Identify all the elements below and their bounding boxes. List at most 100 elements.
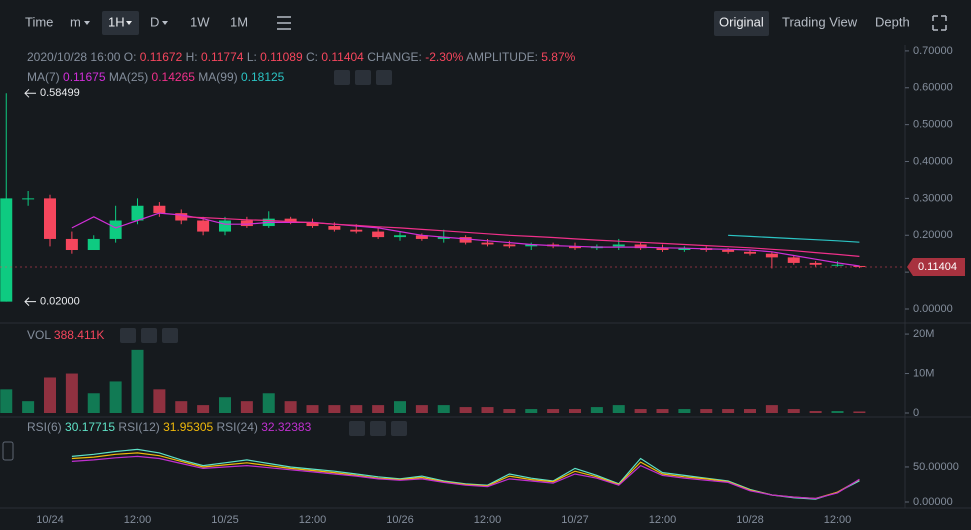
candle-body (219, 220, 231, 232)
month-button[interactable]: 1M (230, 14, 248, 29)
candle-body (787, 257, 800, 263)
x-tick-label: 12:00 (649, 514, 677, 526)
caret (162, 21, 168, 25)
volume-bar (831, 411, 844, 413)
volume-bar (678, 409, 691, 413)
caret (126, 21, 132, 25)
volume-bar (634, 409, 647, 413)
line-series (71, 455, 860, 500)
candle-body (569, 246, 581, 249)
candle-body (44, 198, 56, 239)
candle-body (415, 235, 428, 239)
volume-bar (131, 349, 144, 413)
candle-body (87, 238, 100, 251)
volume-bar (87, 393, 100, 413)
candle-body (109, 220, 122, 239)
volume-bar (503, 409, 516, 413)
x-tick-label: 12:00 (474, 514, 502, 526)
volume-bar (590, 407, 603, 413)
volume-bar (372, 405, 385, 413)
trading-view-button[interactable]: Trading View (782, 14, 858, 29)
candle-body (153, 205, 166, 214)
annotation-arrow (24, 297, 36, 306)
candle-body (65, 238, 78, 251)
y-tick-label: 20M (913, 328, 934, 340)
candle-body (284, 218, 297, 223)
volume-bar (44, 377, 56, 413)
y-tick-label: 0.00000 (913, 496, 953, 508)
y-tick-label: 50.00000 (913, 461, 959, 473)
side-handle[interactable] (2, 441, 14, 461)
candle-body (853, 265, 866, 267)
volume-bar (722, 409, 735, 413)
candle-body (503, 244, 516, 247)
original-button[interactable]: Original (719, 14, 764, 29)
candle-body (744, 251, 756, 254)
line-series (71, 212, 860, 267)
volume-bar (415, 405, 428, 413)
y-tick-label: 0.50000 (913, 119, 953, 131)
volume-bar (569, 409, 581, 413)
volume-bar (481, 407, 494, 413)
volume-bar (765, 405, 778, 413)
x-tick-label: 10/25 (211, 514, 239, 526)
candle-body (459, 237, 472, 243)
line-series (728, 234, 860, 243)
volume-bar (787, 409, 800, 413)
volume-bar (306, 405, 319, 413)
candle-body (525, 244, 538, 247)
volume-bar (109, 381, 122, 413)
volume-bar (175, 401, 188, 413)
candle-body (831, 264, 844, 266)
candle-body (175, 213, 188, 221)
volume-bar (853, 411, 866, 413)
x-tick-label: 10/28 (736, 514, 764, 526)
candle-body (197, 220, 210, 232)
ma-controls[interactable] (334, 70, 392, 85)
volume-bar (809, 411, 822, 413)
active-view (714, 11, 769, 36)
hour-button[interactable]: 1H (108, 14, 125, 29)
line-series (71, 448, 860, 500)
candle-body (0, 198, 13, 302)
candle-body (240, 220, 253, 227)
volume-bar (525, 409, 538, 413)
candle-body (131, 205, 144, 221)
depth-button[interactable]: Depth (875, 14, 910, 29)
annotation-arrow (24, 88, 36, 98)
volume-bar (700, 409, 713, 413)
volume-bar (197, 405, 210, 413)
minute-button[interactable]: m (70, 14, 81, 29)
ohlc-info: 2020/10/28 16:00 O: 0.11672 H: 0.11774 L… (27, 50, 576, 64)
line-series (181, 216, 860, 257)
rsi-controls[interactable] (349, 421, 407, 436)
ma-legend: MA(7) 0.11675 MA(25) 0.14265 MA(99) 0.18… (27, 70, 285, 84)
price-tag-label: 0.11404 (918, 261, 957, 273)
candle-body (722, 250, 735, 252)
volume-bar (744, 409, 756, 413)
price-tag (907, 257, 965, 276)
rsi-legend: RSI(6) 30.17715 RSI(12) 31.95305 RSI(24)… (27, 420, 312, 434)
candle-body (372, 231, 385, 238)
volume-bar (0, 389, 13, 413)
week-button[interactable]: 1W (190, 14, 210, 29)
candle-body (328, 226, 341, 230)
candle-body (678, 248, 691, 251)
candle-body (394, 235, 406, 238)
vol-controls[interactable] (120, 328, 178, 343)
y-tick-label: 0.70000 (913, 45, 953, 57)
fullscreen-icon[interactable] (932, 15, 947, 31)
volume-bar (240, 401, 253, 413)
x-tick-label: 12:00 (824, 514, 852, 526)
vol-legend: VOL 388.411K (27, 328, 104, 342)
day-button[interactable]: D (150, 14, 159, 29)
y-tick-label: 0 (913, 407, 919, 419)
volume-bar (459, 407, 472, 413)
candle-body (634, 244, 647, 249)
y-tick-label: 0.30000 (913, 192, 953, 204)
settings-icon[interactable] (277, 16, 291, 30)
time-button[interactable]: Time (25, 14, 53, 29)
